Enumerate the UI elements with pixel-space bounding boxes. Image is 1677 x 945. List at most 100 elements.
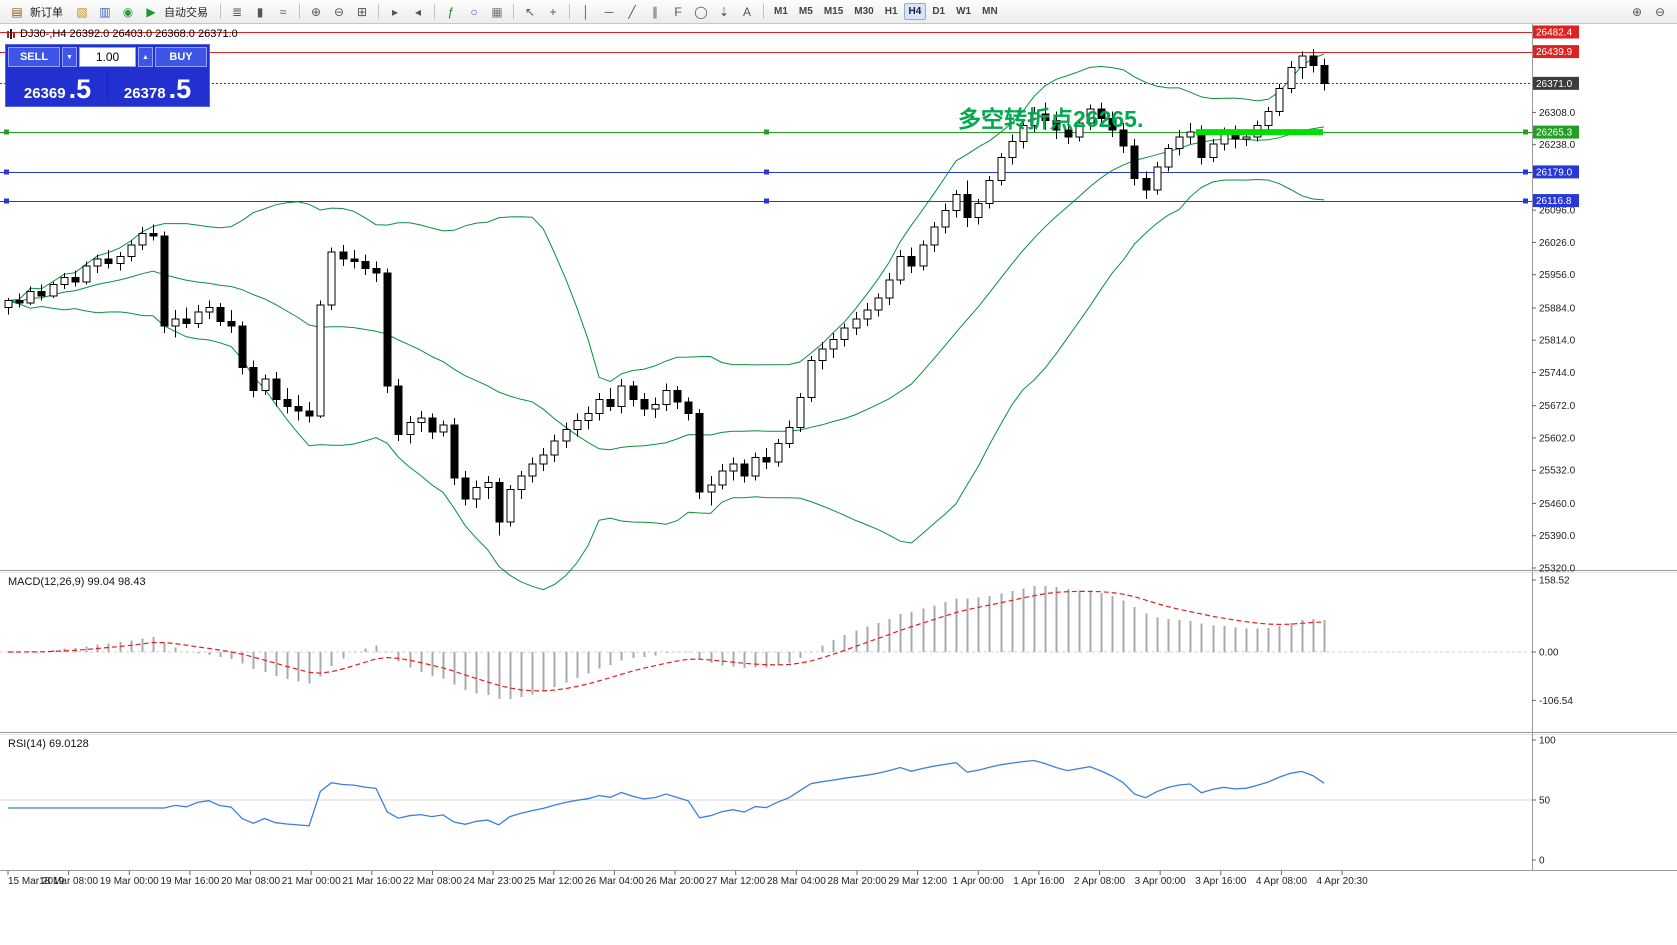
template-icon[interactable]: ▦	[491, 4, 503, 19]
line-handle	[764, 198, 769, 204]
toolbar-separator	[569, 4, 570, 19]
candle-body	[539, 454, 548, 465]
macd-axis-label: 158.52	[1539, 576, 1570, 587]
auto-trading-icon[interactable]: ▶	[146, 4, 156, 19]
zoom-in-icon[interactable]: ⊕	[310, 4, 322, 19]
timeframe-m1[interactable]: M1	[774, 6, 788, 17]
chart-canvas[interactable]: 多空转折点26265. MACD(12,26,9) 99.04 98.43 RSI(…	[0, 24, 1677, 945]
profiles-icon[interactable]: ▧	[76, 4, 88, 19]
buy-button[interactable]: BUY	[155, 47, 207, 67]
candle-body	[1108, 117, 1117, 131]
toolbar-separator	[434, 4, 435, 19]
zoom-in-search-icon[interactable]: ⊕	[1631, 4, 1643, 19]
refresh-icon[interactable]: ◉	[122, 4, 134, 19]
rsi-axis-label: 50	[1539, 796, 1551, 807]
candle-body	[930, 226, 939, 246]
candle-body	[1064, 129, 1073, 138]
bollinger-bands	[7, 53, 1325, 591]
candle-body	[941, 210, 950, 228]
line-handle	[4, 129, 9, 135]
timeframe-h1[interactable]: H1	[884, 6, 898, 17]
time-tick-label: 19 Mar 00:00	[100, 876, 159, 887]
candle-body	[617, 385, 626, 408]
buy-price-int: 26378	[123, 85, 166, 102]
timeframe-w1[interactable]: W1	[956, 6, 972, 17]
price-level-lines[interactable]	[0, 32, 1532, 204]
shapes-icon[interactable]: ◯	[694, 4, 708, 19]
candle-body	[506, 489, 515, 523]
timeframe-h4[interactable]: H4	[903, 3, 927, 20]
timeframe-m30[interactable]: M30	[854, 6, 874, 17]
cursor-icon[interactable]: ↖	[524, 4, 536, 19]
auto-scroll-icon[interactable]: ▸	[391, 4, 399, 19]
zoom-out-search-icon[interactable]: ⊖	[1654, 4, 1666, 19]
price-tick-label: 26026.0	[1539, 238, 1576, 249]
bar-chart-icon[interactable]: ≣	[231, 4, 243, 19]
new-order-label[interactable]: 新订单	[30, 6, 63, 19]
line-chart-icon[interactable]: ≈	[279, 4, 287, 19]
candle-body	[796, 396, 805, 428]
top-toolbar: ▤ 新订单 ▧ ▥ ◉ ▶ 自动交易 ≣ ▮ ≈ ⊕ ⊖ ⊞ ▸ ◂ ƒ ○ ▦ ↖ + │ ─ ╱ ∥ F ◯ ⇣ A M1 M5 M15…	[0, 0, 1677, 24]
indicators-icon[interactable]: ƒ	[447, 4, 455, 19]
timeframe-m5[interactable]: M5	[798, 6, 813, 17]
volume-increase-button[interactable]: ▲	[138, 47, 153, 67]
toolbar-right-group: ⊕ ⊖	[1626, 1, 1671, 22]
price-level-badge	[1533, 194, 1579, 208]
price-axis[interactable]: 26308.0 26238.0 26096.0 26026.0 25956.0 25884…	[1532, 25, 1579, 867]
time-tick-label: 20 Mar 08:00	[221, 876, 280, 887]
market-watch-icon[interactable]: ▥	[99, 4, 111, 19]
price-tick-label: 26308.0	[1539, 108, 1576, 119]
crosshair-icon[interactable]: +	[549, 4, 557, 19]
candle-body	[82, 265, 91, 283]
sell-price[interactable]: 26369 .5	[8, 67, 107, 104]
chart-shift-icon[interactable]: ◂	[414, 4, 422, 19]
candle-body	[37, 290, 46, 297]
macd-signal-line	[8, 590, 1325, 692]
candle-body	[428, 417, 437, 433]
equidistant-channel-icon[interactable]: ∥	[652, 4, 658, 19]
candle-body	[1186, 131, 1195, 138]
candle-body	[1197, 131, 1206, 159]
candlestick-chart-icon[interactable]: ▮	[256, 4, 264, 19]
time-tick-label: 18 Mar 08:00	[39, 876, 98, 887]
timeframe-d1[interactable]: D1	[932, 6, 946, 17]
new-order-icon[interactable]: ▤	[11, 4, 23, 19]
period-icon[interactable]: ○	[470, 4, 478, 19]
text-icon[interactable]: A	[742, 4, 751, 19]
bollinger-upper-band	[7, 53, 1325, 383]
candle-body	[1231, 134, 1240, 140]
timeframe-mn[interactable]: MN	[982, 6, 998, 17]
candle-body	[562, 429, 571, 442]
turning-point-annotation[interactable]: 多空转折点26265.	[958, 106, 1143, 132]
candle-body	[684, 401, 693, 415]
sell-button[interactable]: SELL	[8, 47, 60, 67]
volume-decrease-button[interactable]: ▼	[62, 47, 77, 67]
candle-body	[238, 325, 247, 368]
candle-body	[216, 306, 225, 322]
candle-body	[261, 378, 270, 391]
timeframe-m15[interactable]: M15	[823, 6, 844, 17]
time-tick-label: 29 Mar 12:00	[888, 876, 947, 887]
trendline-icon[interactable]: ╱	[628, 4, 636, 19]
zoom-out-icon[interactable]: ⊖	[333, 4, 345, 19]
candle-body	[439, 424, 448, 433]
candle-body	[127, 244, 136, 258]
candle-body	[417, 417, 426, 424]
price-tick-label: 25602.0	[1539, 433, 1576, 444]
candle-body	[673, 389, 682, 403]
vertical-line-icon[interactable]: │	[582, 4, 590, 19]
grid-icon[interactable]: ⊞	[356, 4, 368, 19]
toolbar-separator	[378, 4, 379, 19]
candle-body	[4, 300, 13, 308]
candle-body	[305, 410, 314, 417]
buy-price[interactable]: 26378 .5	[108, 67, 207, 104]
candle-body	[550, 440, 559, 456]
auto-trading-label[interactable]: 自动交易	[164, 6, 208, 19]
candle-body	[707, 484, 716, 493]
arrows-icon[interactable]: ⇣	[718, 4, 730, 19]
fibonacci-icon[interactable]: F	[674, 4, 682, 19]
volume-input[interactable]	[79, 47, 136, 67]
horizontal-line-icon[interactable]: ─	[604, 4, 614, 19]
macd-histogram	[18, 585, 1326, 699]
